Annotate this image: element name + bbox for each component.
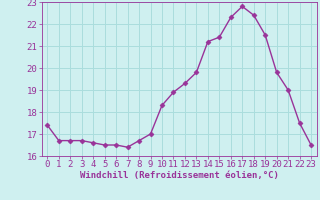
X-axis label: Windchill (Refroidissement éolien,°C): Windchill (Refroidissement éolien,°C)	[80, 171, 279, 180]
